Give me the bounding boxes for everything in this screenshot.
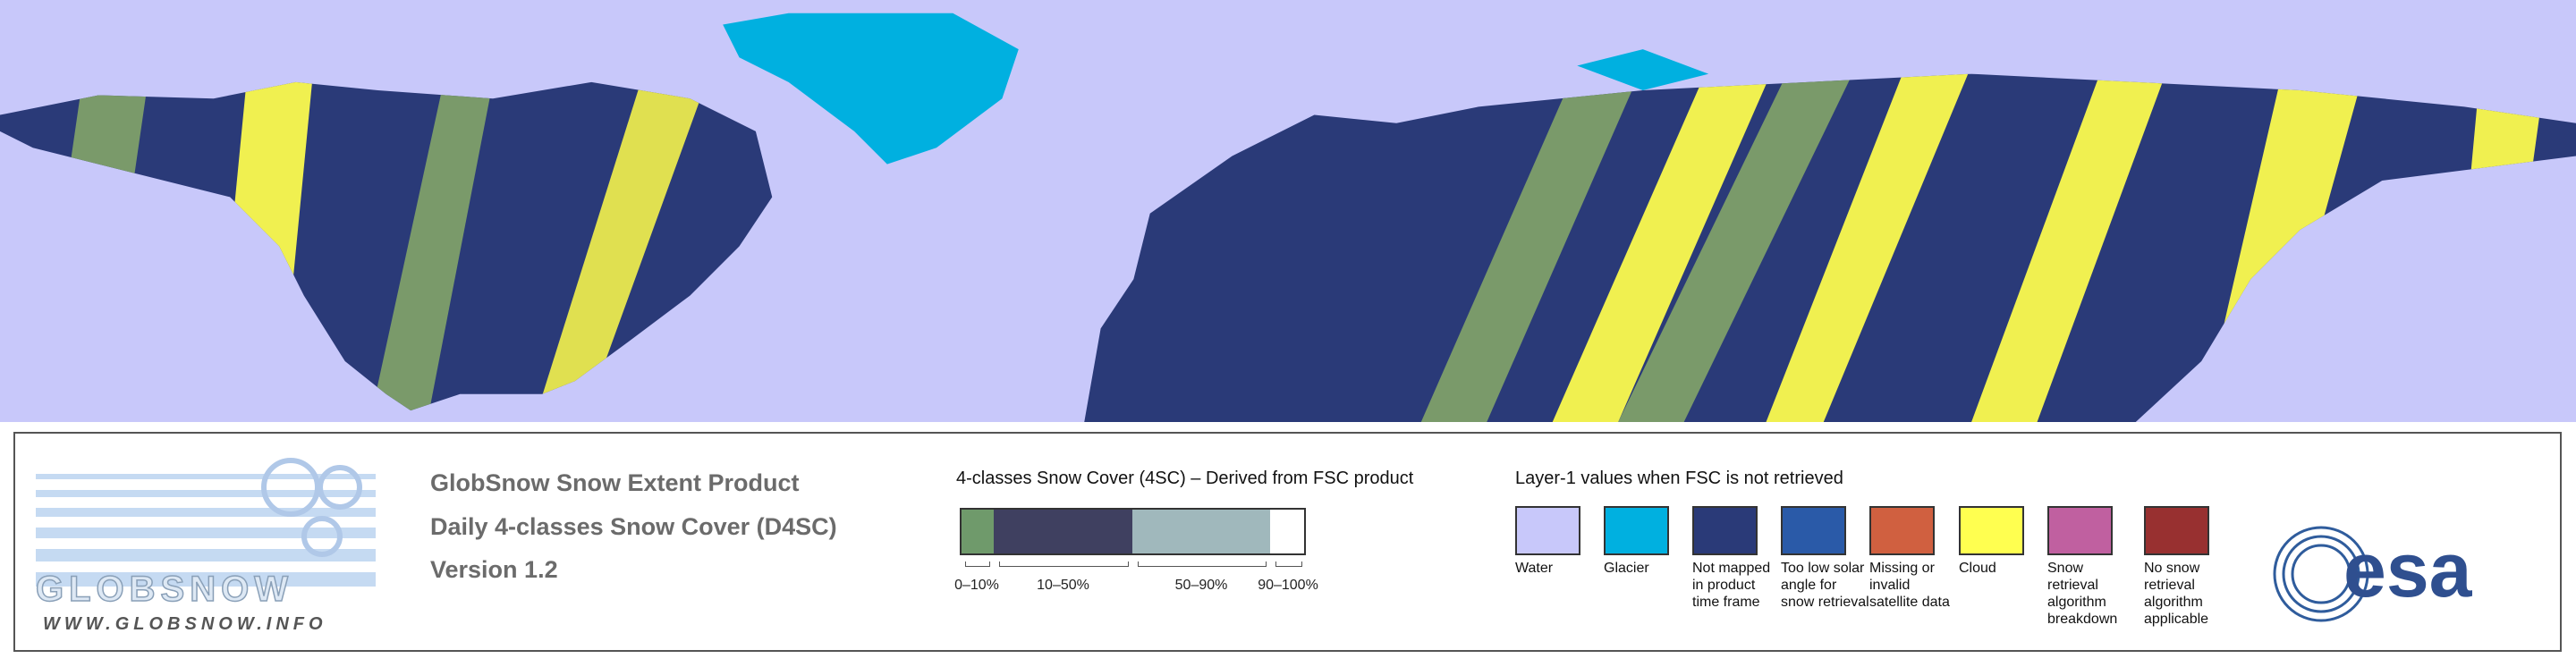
layer1-title: Layer-1 values when FSC is not retrieved <box>1515 469 1843 488</box>
class-bracket <box>1138 561 1267 567</box>
esa-text: esa <box>2343 528 2473 613</box>
snow-class-swatch <box>1270 508 1306 555</box>
snow-class-swatch <box>960 508 994 555</box>
layer1-label: Water <box>1515 561 1554 576</box>
layer1-label: Too low solar angle for snow retrieval <box>1781 561 1869 610</box>
product-title: GlobSnow Snow Extent Product <box>430 469 800 496</box>
layer1-swatch <box>1869 506 1935 555</box>
logo-name: GLOBSNOW <box>36 570 293 609</box>
class-bracket <box>965 561 990 567</box>
layer1-label: Cloud <box>1959 561 1996 576</box>
layer1-label: Snow retrieval algorithm breakdown <box>2047 561 2118 627</box>
product-version: Version 1.2 <box>430 556 558 583</box>
snow-class-label: 0–10% <box>954 578 999 593</box>
esa-logo: esa <box>2273 526 2473 622</box>
snow-map <box>0 0 2576 422</box>
layer1-label: Missing or invalid satellite data <box>1869 561 1950 610</box>
greenland <box>723 13 1019 165</box>
snow-class-swatch <box>1132 508 1270 555</box>
snow-class-label: 90–100% <box>1258 578 1318 593</box>
globsnow-logo: GLOBSNOW WWW.GLOBSNOW.INFO <box>36 458 376 634</box>
layer1-swatch <box>2047 506 2113 555</box>
layer1-swatch <box>1959 506 2024 555</box>
layer1-label: No snow retrieval algorithm applicable <box>2144 561 2209 627</box>
glacier <box>1577 49 1709 91</box>
layer1-swatch <box>1515 506 1580 555</box>
snow-class-label: 10–50% <box>1037 578 1089 593</box>
layer1-label: Not mapped in product time frame <box>1692 561 1771 610</box>
legend-panel <box>13 432 2562 652</box>
class-bracket <box>1275 561 1302 567</box>
layer1-label: Glacier <box>1604 561 1649 576</box>
layer1-swatch <box>1692 506 1758 555</box>
layer1-swatch <box>1781 506 1846 555</box>
snow-class-swatch <box>994 508 1132 555</box>
land <box>0 73 2576 422</box>
snow-class-label: 50–90% <box>1174 578 1228 593</box>
layer1-swatch <box>1604 506 1669 555</box>
layer1-swatch <box>2144 506 2209 555</box>
product-subtitle: Daily 4-classes Snow Cover (D4SC) <box>430 513 837 540</box>
logo-url: WWW.GLOBSNOW.INFO <box>43 614 327 634</box>
snow-cover-title: 4-classes Snow Cover (4SC) – Derived fro… <box>956 469 1414 488</box>
class-bracket <box>999 561 1129 567</box>
